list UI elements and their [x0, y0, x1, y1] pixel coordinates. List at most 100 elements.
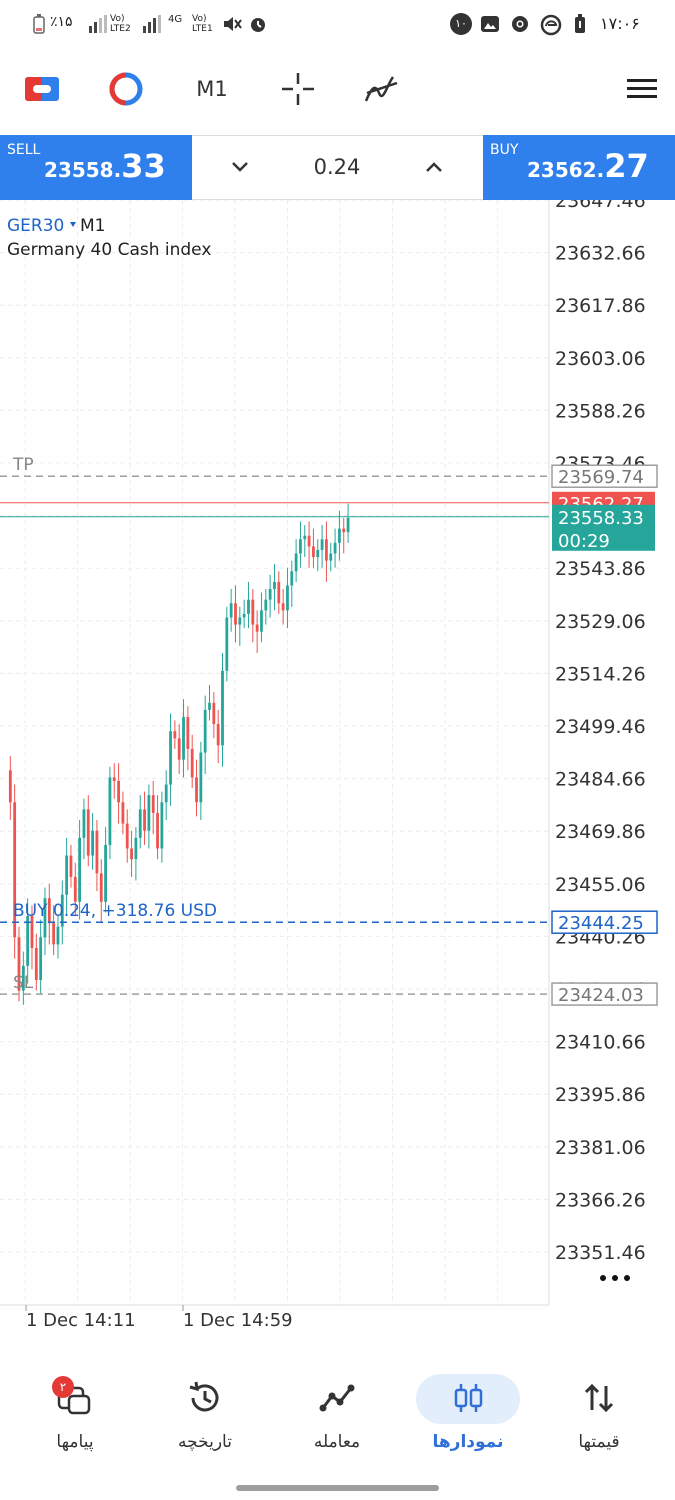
volume-decrease-button[interactable] [222, 152, 258, 184]
candle [195, 759, 198, 817]
candle [303, 525, 307, 558]
sell-button[interactable]: SELL 23558.33 [0, 135, 192, 200]
nav-quotes[interactable]: قیمتها [544, 1360, 654, 1470]
chart-description: Germany 40 Cash index [7, 240, 211, 260]
candle [30, 905, 34, 970]
candle [138, 795, 142, 849]
home-indicator [236, 1485, 439, 1491]
buy-price: 23562.27 [527, 147, 649, 185]
candle-body [104, 844, 107, 902]
candle [225, 606, 229, 682]
nav-charts-label: نمودارها [432, 1432, 504, 1452]
candle [26, 898, 30, 984]
candle-body [99, 873, 103, 902]
candle-body [338, 528, 341, 543]
timeframe-button[interactable]: M1 [196, 77, 228, 101]
candle-body [134, 837, 138, 860]
candle-body [299, 539, 302, 554]
candle [190, 734, 194, 789]
candle-body [342, 528, 346, 533]
messages-icon [57, 1386, 91, 1415]
candle [316, 539, 320, 572]
candle-body [69, 855, 73, 877]
crosshair-button[interactable] [276, 67, 320, 111]
edge-icon [540, 14, 562, 40]
nav-trade[interactable]: معامله [282, 1360, 392, 1470]
volume-value[interactable]: 0.24 [313, 155, 361, 179]
candle [104, 827, 107, 913]
candle-body [312, 546, 315, 558]
candle [17, 926, 21, 1002]
nav-charts[interactable]: نمودارها [413, 1360, 523, 1470]
candle [312, 528, 315, 568]
hamburger-icon [627, 79, 657, 98]
mute-icon [222, 14, 242, 38]
candle-body [307, 535, 311, 547]
objects-button[interactable] [360, 67, 404, 111]
candle [264, 589, 268, 625]
price-tick-label: 23647.46 [555, 200, 646, 212]
candle [86, 795, 90, 867]
price-tick-label: 23529.06 [555, 611, 646, 633]
candle-body [216, 724, 220, 746]
candle [8, 756, 12, 821]
trade-icon [319, 1384, 355, 1412]
candle [277, 571, 281, 614]
price-chart[interactable]: 23647.46 23632.66 23617.86 23603.06 23588.26… [0, 200, 675, 1340]
menu-button[interactable] [622, 67, 662, 111]
candle-body [130, 848, 133, 860]
candle [130, 830, 133, 877]
candle-body [173, 731, 177, 739]
candle [52, 905, 56, 956]
crosshair-icon [282, 73, 314, 105]
candle-body [117, 780, 120, 803]
indicators-button[interactable] [104, 67, 148, 111]
candle [234, 585, 237, 643]
candle-body [320, 539, 324, 550]
symbol-dropdown-icon[interactable] [70, 222, 76, 227]
chart-symbol[interactable]: GER30 [7, 216, 64, 236]
candle [34, 933, 38, 991]
candle-body [234, 603, 237, 625]
charts-icon [454, 1384, 483, 1412]
candle [208, 684, 211, 721]
price-tick-label: 23617.86 [555, 295, 646, 317]
chart-timeframe: M1 [80, 216, 105, 236]
price-tick-label: 23588.26 [555, 400, 646, 422]
candle-body [95, 830, 99, 874]
nav-messages[interactable]: ۲ پیامها [20, 1360, 130, 1470]
candle [143, 791, 146, 845]
nav-history[interactable]: تاریخچه [150, 1360, 260, 1470]
candle-body [208, 702, 211, 710]
candle-body [13, 802, 17, 938]
price-tick-label: 23366.26 [555, 1189, 646, 1211]
candle [108, 766, 112, 860]
one-click-trading-button[interactable] [20, 67, 64, 111]
buy-button[interactable]: BUY 23562.27 [483, 135, 675, 200]
price-tick-label: 23543.86 [555, 558, 646, 580]
candle [247, 581, 250, 629]
candle-body [125, 823, 129, 849]
sl-label: SL [13, 973, 34, 993]
nav-quotes-label: قیمتها [578, 1432, 620, 1452]
candle-body [91, 830, 94, 856]
volume-increase-button[interactable] [416, 152, 452, 184]
candle [333, 528, 337, 568]
nav-messages-label: پیامها [56, 1432, 94, 1452]
signal-icon [88, 14, 108, 38]
candle [286, 567, 289, 629]
battery-level: ٪۱۵ [50, 14, 73, 30]
more-options-icon[interactable] [600, 1275, 630, 1281]
candle [169, 713, 172, 806]
candle [273, 564, 276, 611]
time-tick-label: 1 Dec 14:11 [26, 1310, 136, 1331]
candle [117, 763, 120, 824]
candle-body [56, 926, 60, 945]
volume-panel: 0.24 [192, 135, 483, 200]
candle-body [333, 542, 337, 554]
tp-price-label: 23569.74 [558, 467, 644, 488]
candle [260, 592, 263, 643]
time-axis: 1 Dec 14:11 1 Dec 14:59 [25, 1305, 293, 1331]
candle [147, 784, 151, 849]
